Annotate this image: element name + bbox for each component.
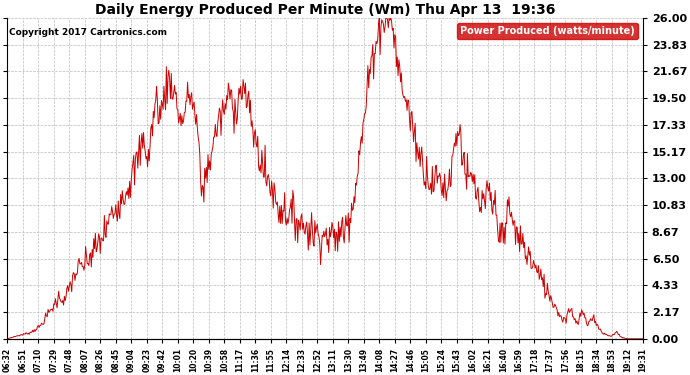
Legend: Power Produced (watts/minute): Power Produced (watts/minute) <box>457 23 638 39</box>
Text: Copyright 2017 Cartronics.com: Copyright 2017 Cartronics.com <box>8 28 166 37</box>
Title: Daily Energy Produced Per Minute (Wm) Thu Apr 13  19:36: Daily Energy Produced Per Minute (Wm) Th… <box>95 3 555 17</box>
